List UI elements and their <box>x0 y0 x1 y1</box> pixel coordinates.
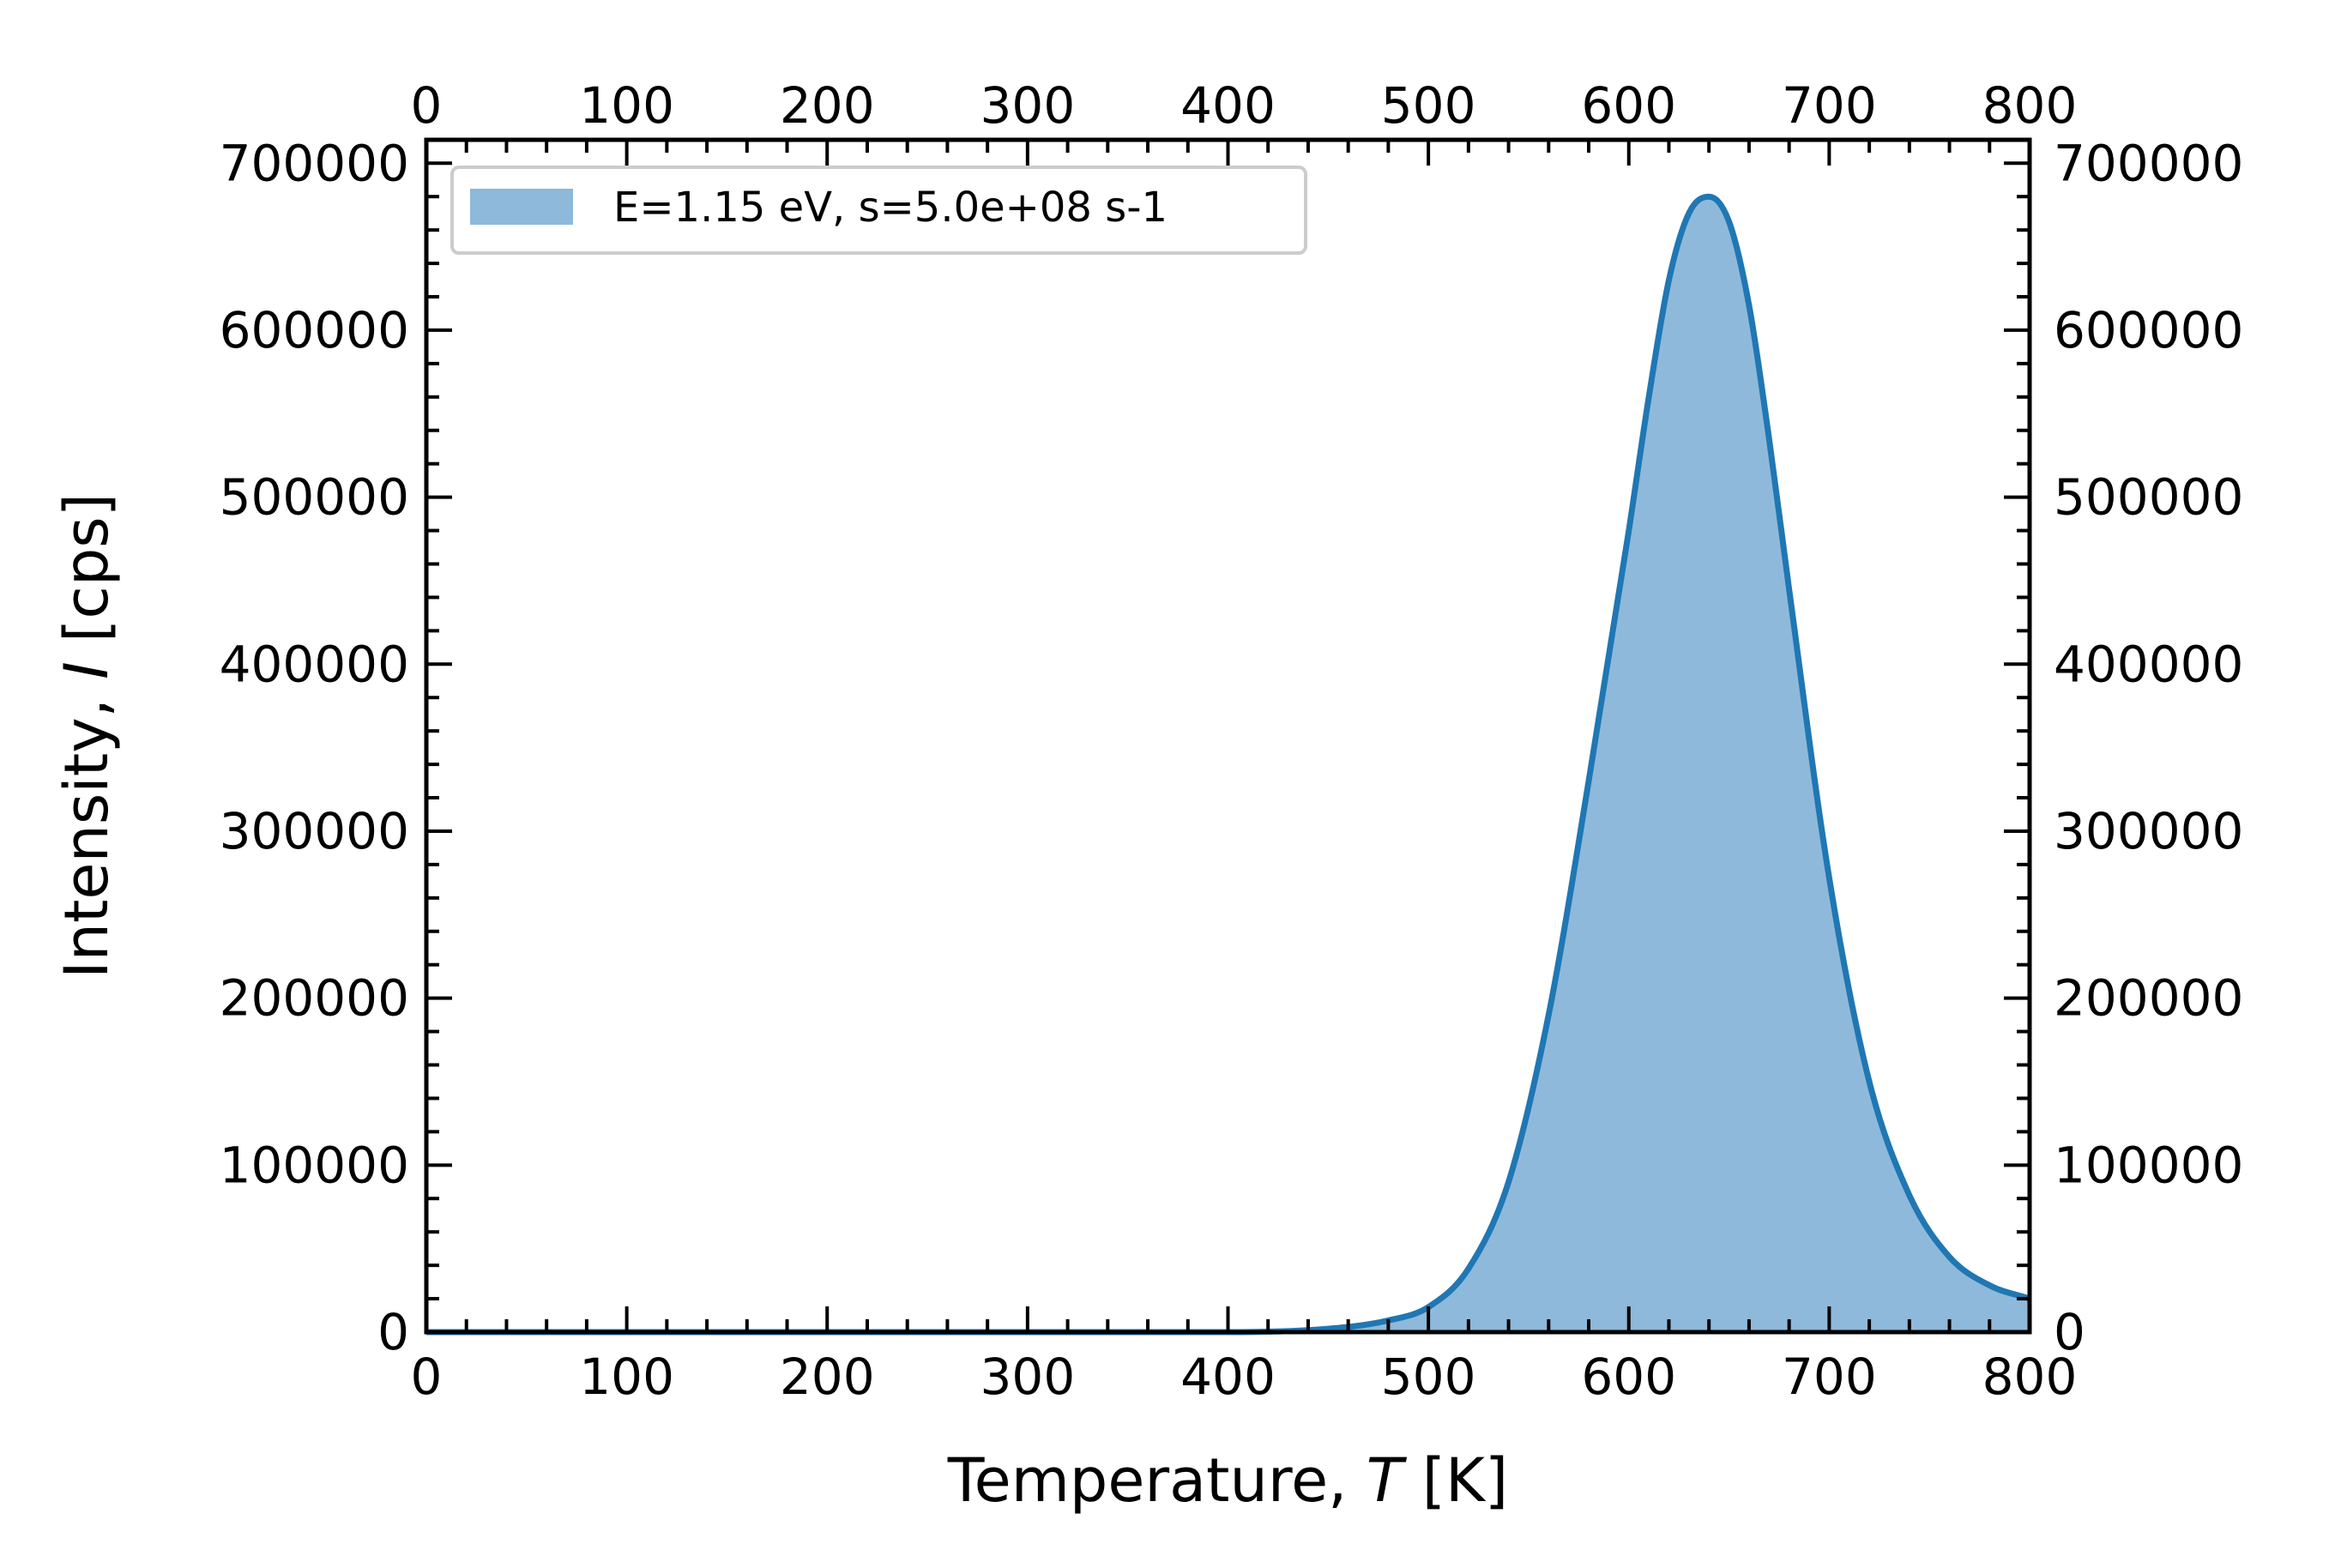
y-axis-title: Intensity, I [cps] <box>51 493 122 979</box>
y-tick-label: 400000 <box>220 635 409 693</box>
y-axis-title-variable: I <box>51 661 122 679</box>
plot-area <box>426 193 2031 1336</box>
x-tick-label: 500 <box>1381 1348 1476 1406</box>
x-tick-label: 600 <box>1581 1348 1676 1406</box>
series-area-fill <box>426 196 2030 1333</box>
y-right-tick-label: 700000 <box>2054 134 2243 192</box>
y-tick-label: 300000 <box>220 802 409 860</box>
y-tick-label: 500000 <box>220 468 409 527</box>
x-top-tick-label: 200 <box>780 76 875 135</box>
x-top-tick-label: 600 <box>1581 76 1676 135</box>
x-axis-title-unit: [K] <box>1403 1445 1508 1516</box>
legend: E=1.15 eV, s=5.0e+08 s-1 <box>450 166 1307 255</box>
y-axis-title-prefix: Intensity, <box>51 679 122 979</box>
x-tick-label: 200 <box>780 1348 875 1406</box>
y-axis-title-unit: [cps] <box>51 493 122 661</box>
x-axis-title: Temperature, T [K] <box>947 1445 1508 1516</box>
x-tick-label: 800 <box>1982 1348 2078 1406</box>
y-right-tick-label: 300000 <box>2054 802 2243 860</box>
legend-box <box>450 166 1307 255</box>
x-tick-label: 0 <box>411 1348 443 1406</box>
axis-ticks: 0010010020020030030040040050050060060070… <box>220 76 2244 1406</box>
x-top-tick-label: 500 <box>1381 76 1476 135</box>
x-tick-label: 400 <box>1180 1348 1276 1406</box>
x-top-tick-label: 400 <box>1180 76 1276 135</box>
y-tick-label: 600000 <box>220 301 409 359</box>
y-right-tick-label: 600000 <box>2054 301 2243 359</box>
x-top-tick-label: 100 <box>579 76 674 135</box>
x-top-tick-label: 0 <box>411 76 443 135</box>
y-tick-label: 200000 <box>220 969 409 1028</box>
y-tick-label: 100000 <box>220 1136 409 1194</box>
legend-label: E=1.15 eV, s=5.0e+08 s-1 <box>613 184 1167 232</box>
x-axis-title-variable: T <box>1367 1445 1408 1516</box>
x-top-tick-label: 700 <box>1782 76 1877 135</box>
y-right-tick-label: 100000 <box>2054 1136 2243 1194</box>
y-right-tick-label: 500000 <box>2054 468 2243 527</box>
x-top-tick-label: 800 <box>1982 76 2078 135</box>
x-tick-label: 700 <box>1782 1348 1877 1406</box>
x-top-tick-label: 300 <box>980 76 1076 135</box>
y-right-tick-label: 200000 <box>2054 969 2243 1028</box>
x-tick-label: 100 <box>579 1348 674 1406</box>
x-tick-label: 300 <box>980 1348 1076 1406</box>
y-right-tick-label: 400000 <box>2054 635 2243 693</box>
legend-swatch <box>470 189 573 225</box>
y-right-tick-label: 0 <box>2054 1303 2085 1361</box>
x-axis-title-prefix: Temperature, <box>947 1445 1367 1516</box>
y-tick-label: 700000 <box>220 134 409 192</box>
y-tick-label: 0 <box>377 1303 409 1361</box>
